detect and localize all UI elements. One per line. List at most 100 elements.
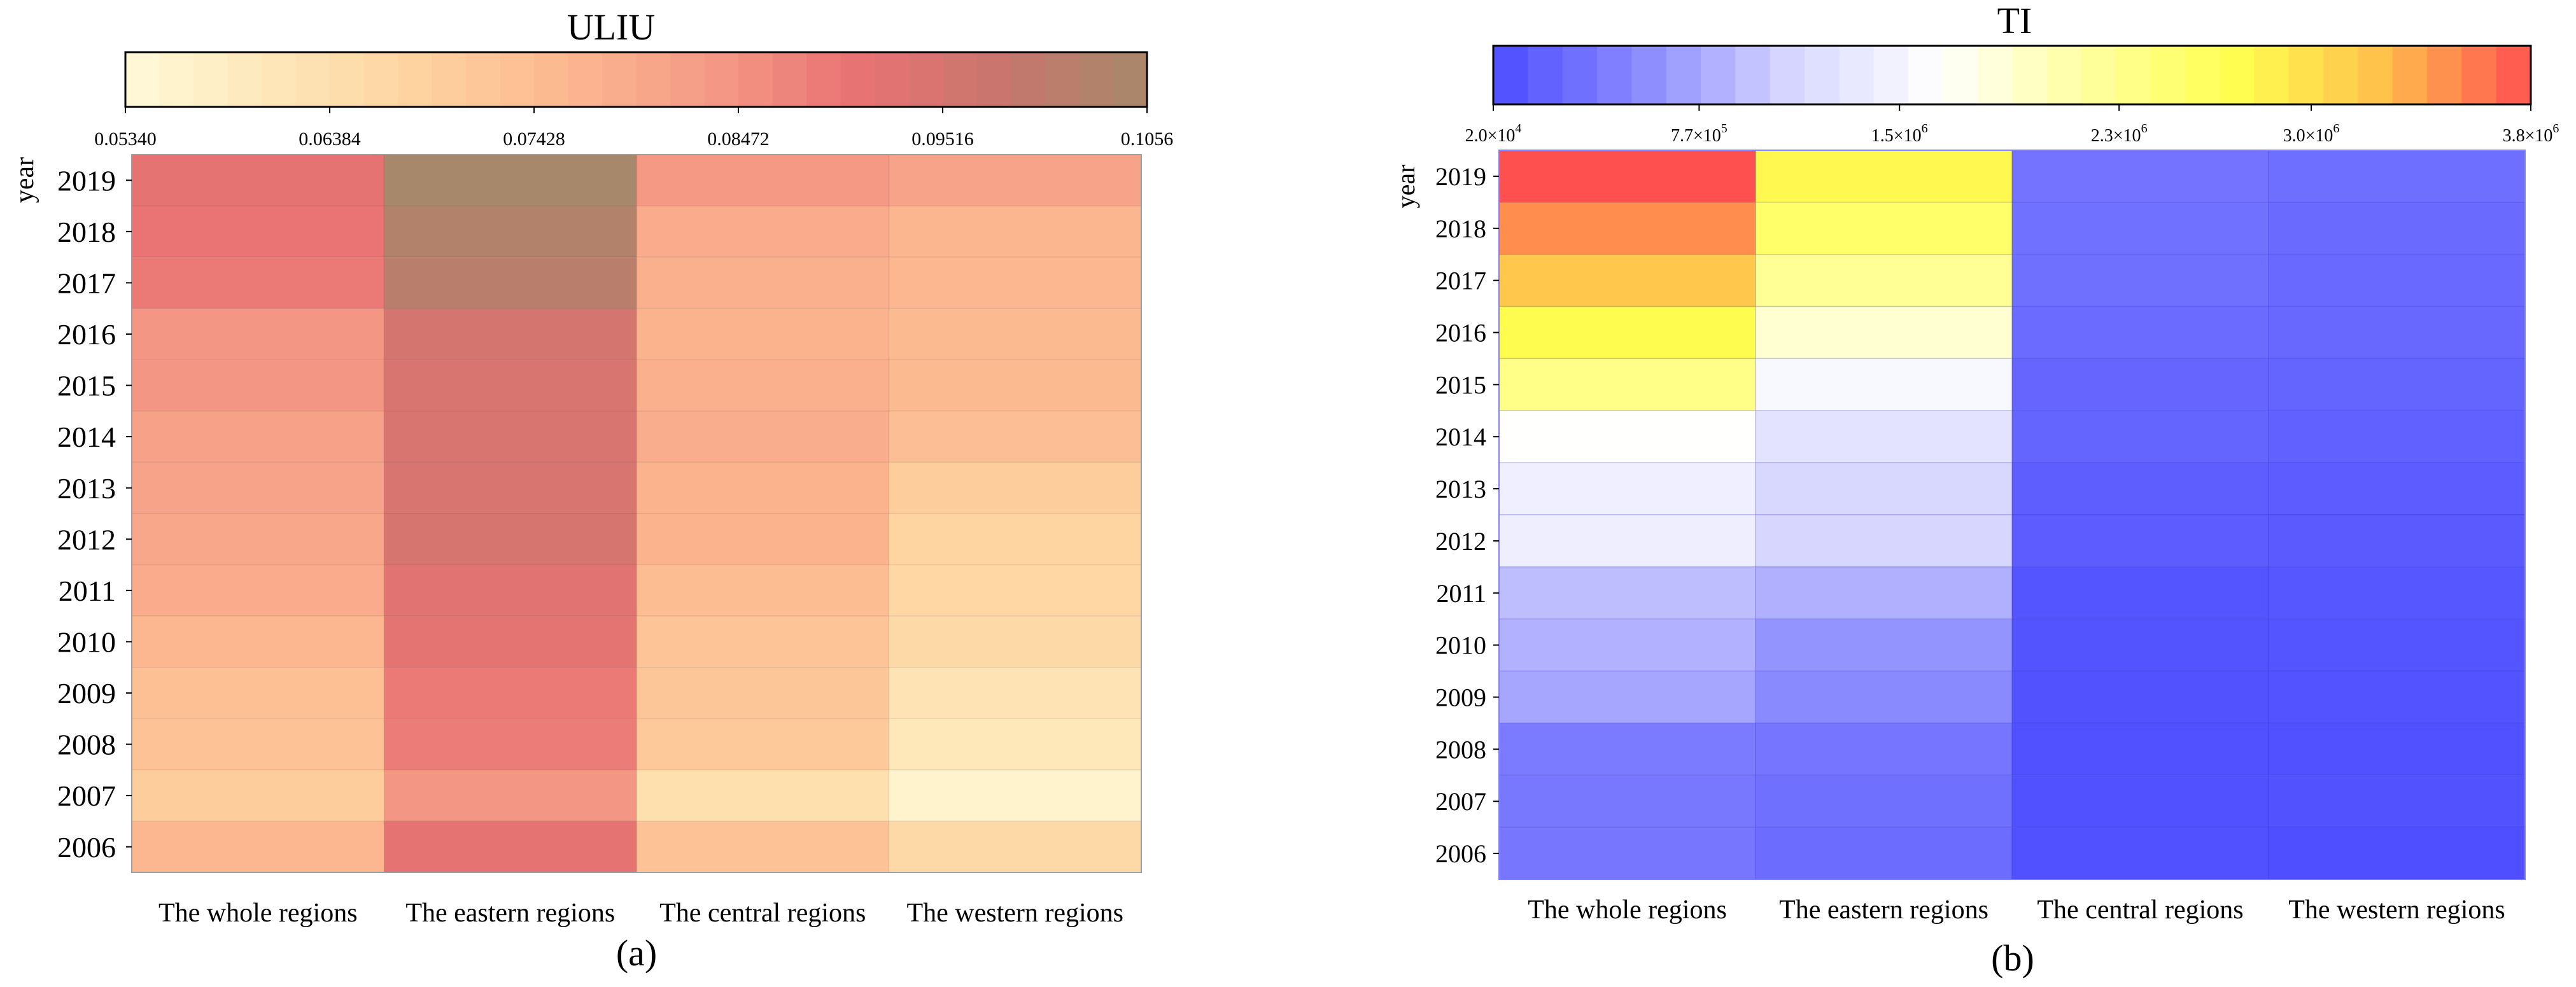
heatmap-cell xyxy=(1498,618,1756,672)
heatmap-cell xyxy=(131,666,385,720)
heatmap-cell xyxy=(131,154,385,207)
colorbar-segment xyxy=(1839,46,1875,104)
category-label: The eastern regions xyxy=(405,899,615,928)
colorbar-tick-label: 0.07428 xyxy=(503,129,565,150)
colorbar-segment xyxy=(1977,46,2013,104)
heatmap-cell xyxy=(2011,827,2269,880)
heatmap-cell xyxy=(1755,462,2013,515)
heatmap-cell xyxy=(2011,150,2269,203)
heatmap-cell xyxy=(636,769,890,822)
heatmap-cell xyxy=(2011,462,2269,515)
heatmap-cell xyxy=(636,256,890,309)
heatmap-cell xyxy=(636,564,890,617)
panel-b-colorbar xyxy=(1493,46,2531,104)
colorbar-segment xyxy=(2220,46,2255,104)
heatmap-cell xyxy=(383,769,637,822)
heatmap-cell xyxy=(2268,670,2526,724)
heatmap-cell xyxy=(131,256,385,309)
panel-a-ylabel: year xyxy=(10,157,39,203)
heatmap-cell xyxy=(888,205,1142,258)
colorbar-segment xyxy=(227,52,262,107)
heatmap-cell xyxy=(1755,410,2013,463)
heatmap-cell xyxy=(1498,514,1756,568)
colorbar-segment xyxy=(2185,46,2220,104)
panel-a-heatmap xyxy=(131,154,1142,873)
heatmap-cell xyxy=(2268,722,2526,776)
panel-b-ylabel: year xyxy=(1391,165,1420,209)
panel-b-title: TI xyxy=(1997,0,2032,41)
year-label: 2009 xyxy=(1435,683,1486,712)
colorbar-segment xyxy=(1805,46,1840,104)
heatmap-cell xyxy=(131,513,385,566)
heatmap-cell xyxy=(131,769,385,822)
colorbar-segment xyxy=(1735,46,1771,104)
heatmap-cell xyxy=(2011,774,2269,828)
colorbar-segment xyxy=(2358,46,2393,104)
heatmap-cell xyxy=(2268,202,2526,255)
colorbar-segment xyxy=(2392,46,2428,104)
heatmap-cell xyxy=(1498,462,1756,515)
year-label: 2010 xyxy=(1435,631,1486,660)
heatmap-cell xyxy=(636,718,890,771)
panel-a-plot-frame xyxy=(131,154,1142,873)
panel-b-category-labels: The whole regions The eastern regions The … xyxy=(1528,895,2505,925)
year-label: 2019 xyxy=(1435,162,1486,191)
heatmap-cell xyxy=(131,307,385,361)
panel-b-colorbar-ticks: 2.0×104 7.7×105 1.5×106 2.3×106 3.0×106 3.8×1… xyxy=(1465,104,2559,146)
heatmap-cell xyxy=(2268,514,2526,568)
heatmap-cell xyxy=(131,820,385,873)
colorbar-segment xyxy=(2461,46,2497,104)
heatmap-cell xyxy=(888,154,1142,207)
heatmap-cell xyxy=(1498,150,1756,203)
colorbar-tick-label: 0.05340 xyxy=(94,129,157,150)
category-label: The eastern regions xyxy=(1779,895,1988,925)
heatmap-cell xyxy=(131,359,385,412)
colorbar-segment xyxy=(738,52,773,107)
colorbar-segment xyxy=(534,52,569,107)
heatmap-cell xyxy=(383,820,637,873)
year-label: 2015 xyxy=(57,370,116,402)
heatmap-cell xyxy=(2268,410,2526,463)
heatmap-cell xyxy=(383,615,637,668)
year-label: 2008 xyxy=(1435,735,1486,764)
heatmap-cell xyxy=(888,564,1142,617)
heatmap-cell xyxy=(636,461,890,514)
heatmap-cell xyxy=(383,307,637,361)
colorbar-segment xyxy=(2116,46,2151,104)
year-label: 2008 xyxy=(57,729,116,761)
panel-b-year-labels: 2019 2018 2017 2016 2015 2014 2013 2012 2011 2010… xyxy=(1435,162,1499,868)
heatmap-cell xyxy=(1498,358,1756,412)
heatmap-cell xyxy=(1755,150,2013,203)
heatmap-cell xyxy=(1755,774,2013,828)
colorbar-segment xyxy=(1113,52,1148,107)
year-label: 2015 xyxy=(1435,370,1486,399)
heatmap-cell xyxy=(636,410,890,463)
heatmap-cell xyxy=(888,769,1142,822)
heatmap-cell xyxy=(1755,358,2013,412)
panel-b: TI 2.0×104 7.7×105 1.5×106 2.3×106 3.0×106 3.… xyxy=(1391,0,2559,979)
heatmap-cell xyxy=(2011,410,2269,463)
colorbar-segment xyxy=(1908,46,1943,104)
heatmap-cell xyxy=(1755,305,2013,360)
colorbar-segment xyxy=(2081,46,2116,104)
colorbar-segment xyxy=(1011,52,1046,107)
panel-a-category-labels: The whole regions The eastern regions The … xyxy=(158,899,1123,928)
heatmap-cell xyxy=(1498,305,1756,360)
year-label: 2011 xyxy=(1436,579,1486,608)
heatmap-cell xyxy=(383,513,637,566)
colorbar-tick-label: 0.08472 xyxy=(707,129,770,150)
colorbar-segment xyxy=(1045,52,1080,107)
heatmap-cell xyxy=(1498,670,1756,724)
heatmap-cell xyxy=(131,205,385,258)
heatmap-cell xyxy=(636,615,890,668)
heatmap-cell xyxy=(888,410,1142,463)
colorbar-segment xyxy=(295,52,330,107)
heatmap-cell xyxy=(888,666,1142,720)
category-label: The central regions xyxy=(659,899,866,928)
year-label: 2018 xyxy=(57,216,116,248)
heatmap-cell xyxy=(2011,253,2269,307)
panel-a-colorbar-frame xyxy=(124,51,1148,108)
colorbar-segment xyxy=(363,52,398,107)
heatmap-cell xyxy=(2268,462,2526,515)
